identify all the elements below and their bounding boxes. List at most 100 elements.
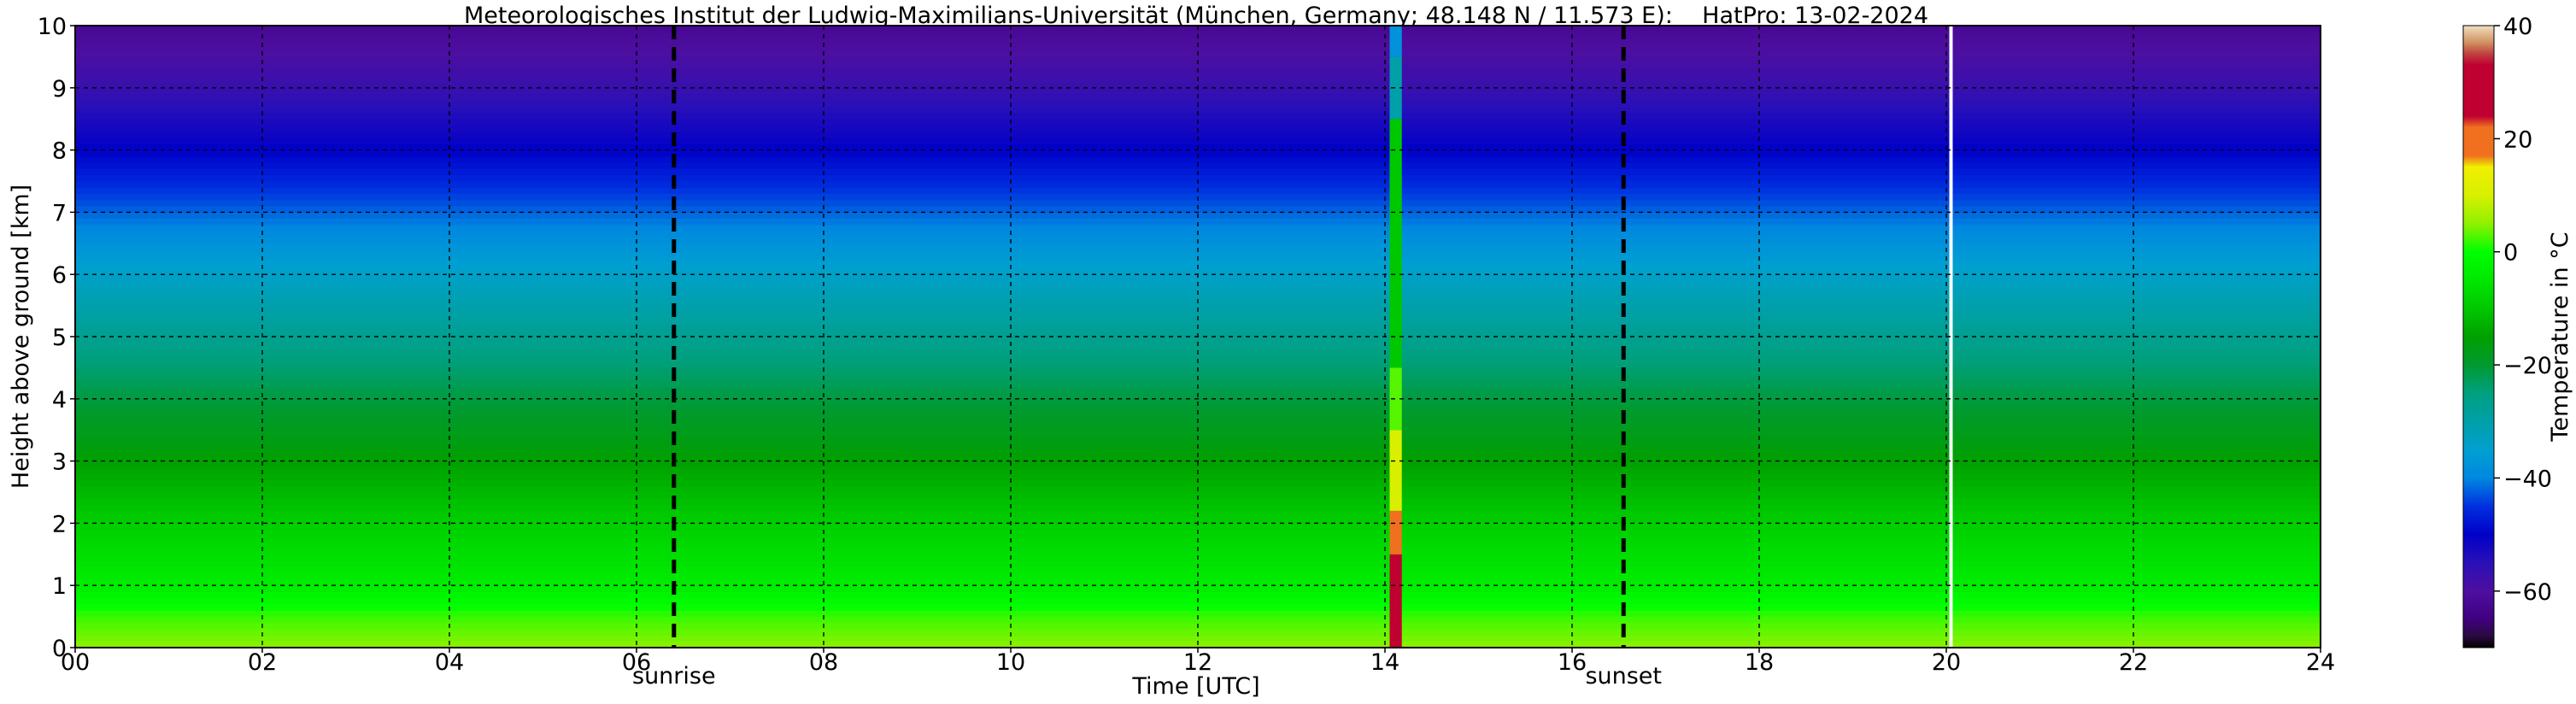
heatmap-band [75,522,2321,531]
y-tick-label: 5 [52,325,67,351]
chart-title: Meteorologisches Institut der Ludwig-Max… [464,3,1928,29]
colorbar-tick-label: 0 [2503,240,2518,267]
colorbar-tick-label: −60 [2503,579,2552,606]
heatmap-band [75,548,2321,555]
heatmap-band [75,106,2321,114]
heatmap-band [75,361,2321,368]
y-tick-label: 10 [38,14,67,40]
heatmap-band [75,448,2321,455]
anomaly-column [1389,26,1402,648]
heatmap-band [75,566,2321,574]
x-tick-label: 18 [1745,649,1774,676]
sun-event-label: sunset [1585,663,1662,689]
anomaly-segment [1389,554,1402,648]
sun-event-label: sunrise [632,663,716,689]
colorbar-tick-label: 20 [2503,126,2532,153]
heatmap-band [75,336,2321,343]
y-tick-label: 7 [52,200,67,226]
heatmap-band [75,634,2321,642]
heatmap-band [75,286,2321,294]
y-tick-label: 4 [52,387,67,414]
y-tick-label: 2 [52,511,67,537]
heatmap-band [75,174,2321,182]
anomaly-segment [1389,367,1402,431]
y-tick-label: 6 [52,262,67,289]
heatmap-band [75,38,2321,45]
heatmap-band [75,516,2321,524]
heatmap-band [75,497,2321,506]
heatmap-band [75,62,2321,70]
heatmap-band [75,317,2321,325]
heatmap-band [75,491,2321,499]
grid-horizontal-lines [75,87,2321,586]
heatmap-band [75,155,2321,163]
heatmap-band [75,429,2321,437]
x-tick-label: 02 [248,649,277,676]
x-tick-label: 04 [435,649,464,676]
y-tick-label: 1 [52,573,67,600]
heatmap-band [75,249,2321,256]
x-tick-label: 12 [1183,649,1212,676]
anomaly-segment [1389,510,1402,554]
heatmap-band [75,224,2321,232]
y-tick-label: 9 [52,76,67,103]
heatmap-band [75,150,2321,157]
y-tick-label: 3 [52,449,67,476]
heatmap-band [75,478,2321,487]
heatmap-band [75,44,2321,51]
heatmap-band [75,311,2321,319]
y-tick-label: 8 [52,138,67,165]
colorbar-tick-label: 40 [2503,14,2532,40]
anomaly-segment [1389,119,1402,368]
y-axis-ticks: 0 1 2 3 4 5 6 7 8 9 10 [38,14,75,662]
colorbar-ticks: −60 −40 −20 0 20 40 [2494,14,2552,606]
x-tick-label: 22 [2119,649,2148,676]
x-tick-label: 08 [809,649,838,676]
sun-event-labels: sunrise sunset [632,663,1662,689]
heatmap-band [75,81,2321,89]
heatmap-band [75,267,2321,275]
x-tick-label: 24 [2306,649,2335,676]
heatmap-band [75,423,2321,431]
heatmap-band [75,180,2321,188]
anomaly-segment [1389,26,1402,57]
heatmap-band [75,628,2321,636]
anomaly-segment [1389,430,1402,511]
heatmap-band [75,584,2321,592]
colorbar-label: Temperature in °C [2547,232,2573,442]
heatmap-band [75,131,2321,138]
heatmap-band [75,472,2321,480]
heatmap-band [75,404,2321,412]
sun-event-lines [672,26,1626,648]
heatmap-band [75,609,2321,618]
heatmap-band [75,87,2321,95]
x-tick-label: 20 [1932,649,1961,676]
heatmap-band [75,112,2321,120]
colorbar-tick-label: −40 [2503,466,2552,492]
heatmap-band [75,590,2321,599]
heatmap-band [75,385,2321,394]
x-tick-label: 14 [1370,649,1399,676]
y-axis-label: Height above ground [km] [8,185,34,489]
x-tick-label: 06 [622,649,651,676]
x-tick-label: 16 [1558,649,1587,676]
heatmap-band [75,616,2321,624]
x-axis-ticks: 00 02 04 06 08 10 12 14 16 18 20 22 24 [61,648,2335,676]
heatmap-band [75,560,2321,567]
colorbar-tick-label: −20 [2503,353,2552,379]
heatmap-band [75,541,2321,549]
heatmap-band [75,379,2321,387]
heatmap-band [75,454,2321,462]
colorbar: −60 −40 −20 0 20 40 Temperature in °C [2462,14,2573,648]
heatmap-band [75,243,2321,250]
heatmap-band [75,355,2321,362]
colorbar-scale [2462,25,2495,648]
heatmap-band [75,218,2321,226]
heatmap-band [75,292,2321,300]
anomaly-segment [1389,56,1402,120]
x-tick-label: 10 [996,649,1025,676]
y-tick-label: 0 [52,636,67,662]
x-axis-label: Time [UTC] [1131,673,1259,700]
x-tick-label: 00 [61,649,90,676]
